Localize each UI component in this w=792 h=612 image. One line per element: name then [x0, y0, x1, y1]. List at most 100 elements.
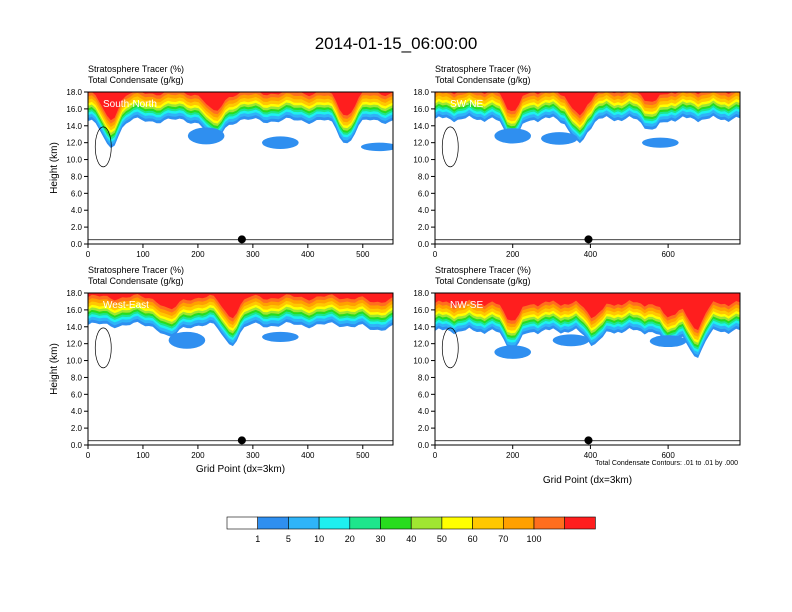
colorbar-swatch [257, 516, 289, 530]
x-tick-label: 200 [506, 250, 520, 259]
y-tick-label: 18.0 [413, 289, 429, 298]
subtitle-tracer: Stratosphere Tracer (%) [435, 265, 531, 275]
colorbar-swatch [380, 516, 412, 530]
location-marker [584, 436, 593, 445]
tracer-field [435, 293, 740, 359]
tracer-field [88, 92, 393, 152]
y-tick-label: 14.0 [413, 122, 429, 131]
colorbar-label: 50 [437, 534, 447, 544]
y-tick-label: 14.0 [66, 323, 82, 332]
y-tick-label: 10.0 [66, 156, 82, 165]
y-tick-label: 12.0 [66, 340, 82, 349]
x-tick-label: 500 [356, 451, 370, 460]
y-tick-label: 10.0 [413, 156, 429, 165]
colorbar-label: 5 [286, 534, 291, 544]
location-marker [584, 235, 593, 244]
tracer-field [435, 92, 740, 148]
y-tick-label: 14.0 [66, 122, 82, 131]
plot-frame [434, 292, 741, 446]
y-tick-label: 2.0 [418, 223, 430, 232]
y-tick-label: 16.0 [66, 105, 82, 114]
contour-note: Total Condensate Contours: .01 to .01 by… [595, 460, 738, 467]
tracer-blob [360, 142, 393, 152]
y-tick-label: 2.0 [71, 424, 83, 433]
panel-label: West-East [103, 300, 149, 311]
colorbar-swatch [533, 516, 566, 530]
x-tick-label: 400 [584, 250, 598, 259]
tracer-level-100 [435, 293, 740, 331]
tracer-blob [494, 345, 532, 359]
y-tick-label: 16.0 [413, 306, 429, 315]
x-tick-label: 400 [301, 451, 315, 460]
colorbar-swatch [349, 516, 381, 530]
x-tick-label: 100 [136, 451, 150, 460]
colorbar-swatch [288, 516, 320, 530]
x-tick-label: 0 [433, 451, 438, 460]
subtitle-tracer: Stratosphere Tracer (%) [88, 265, 184, 275]
y-tick-label: 8.0 [418, 172, 430, 181]
tracer-blob [494, 128, 532, 144]
subtitle-tracer: Stratosphere Tracer (%) [435, 64, 531, 74]
tracer-blob [541, 132, 578, 145]
y-tick-label: 8.0 [71, 373, 83, 382]
tracer-level-100 [88, 92, 393, 121]
subtitle-tracer: Stratosphere Tracer (%) [88, 64, 184, 74]
chart-panel: Stratosphere Tracer (%)Total Condensate … [49, 265, 394, 475]
x-tick-label: 200 [191, 451, 205, 460]
y-tick-label: 10.0 [413, 357, 429, 366]
y-tick-label: 6.0 [71, 390, 83, 399]
y-tick-label: 12.0 [66, 139, 82, 148]
colorbar-swatch [226, 516, 259, 530]
subtitle-condensate: Total Condensate (g/kg) [435, 75, 531, 85]
condensate-contours [88, 126, 393, 241]
x-tick-label: 100 [136, 250, 150, 259]
plot-frame [87, 292, 394, 446]
y-tick-label: 16.0 [66, 306, 82, 315]
colorbar-label: 10 [314, 534, 324, 544]
location-marker [237, 436, 246, 445]
x-tick-label: 600 [661, 451, 675, 460]
y-axis-label: Height (km) [49, 343, 60, 395]
y-tick-label: 12.0 [413, 340, 429, 349]
subtitle-condensate: Total Condensate (g/kg) [435, 276, 531, 286]
y-tick-label: 18.0 [66, 88, 82, 97]
x-tick-label: 0 [86, 250, 91, 259]
subtitle-condensate: Total Condensate (g/kg) [88, 276, 184, 286]
y-tick-label: 18.0 [413, 88, 429, 97]
colorbar-swatch [318, 516, 351, 530]
panel-label: SW-NE [450, 99, 483, 110]
condensate-contour [94, 327, 112, 369]
x-axis-label: Grid Point (dx=3km) [196, 464, 285, 475]
chart-panel: Stratosphere Tracer (%)Total Condensate … [49, 64, 394, 259]
condensate-contour [94, 126, 112, 168]
y-tick-label: 12.0 [413, 139, 429, 148]
colorbar: 1 5 10 20 30 40 50 60 70 100 [226, 516, 596, 544]
x-axis-label: Grid Point (dx=3km) [543, 475, 632, 486]
colorbar-label: 20 [345, 534, 355, 544]
colorbar-swatch [441, 516, 473, 530]
panel-label: NW-SE [450, 300, 483, 311]
chart-panel: Stratosphere Tracer (%)Total Condensate … [413, 265, 741, 486]
y-tick-label: 6.0 [418, 390, 430, 399]
tracer-blob [262, 136, 299, 150]
plot-frame [87, 91, 394, 245]
colorbar-label: 1 [255, 534, 260, 544]
x-tick-label: 600 [661, 250, 675, 259]
y-tick-label: 6.0 [418, 189, 430, 198]
chart-panel: Stratosphere Tracer (%)Total Condensate … [413, 64, 741, 259]
y-tick-label: 2.0 [71, 223, 83, 232]
tracer-blob [642, 137, 679, 148]
y-axis-label: Height (km) [49, 142, 60, 194]
x-tick-label: 0 [433, 250, 438, 259]
tracer-blob [262, 331, 299, 342]
x-tick-label: 400 [301, 250, 315, 259]
y-tick-label: 14.0 [413, 323, 429, 332]
colorbar-label: 30 [375, 534, 385, 544]
y-tick-label: 4.0 [418, 206, 430, 215]
y-tick-label: 10.0 [66, 357, 82, 366]
y-tick-label: 18.0 [66, 289, 82, 298]
condensate-contours [88, 327, 393, 442]
plot-frame [434, 91, 741, 245]
condensate-contour [441, 126, 459, 168]
colorbar-swatch [410, 516, 443, 530]
